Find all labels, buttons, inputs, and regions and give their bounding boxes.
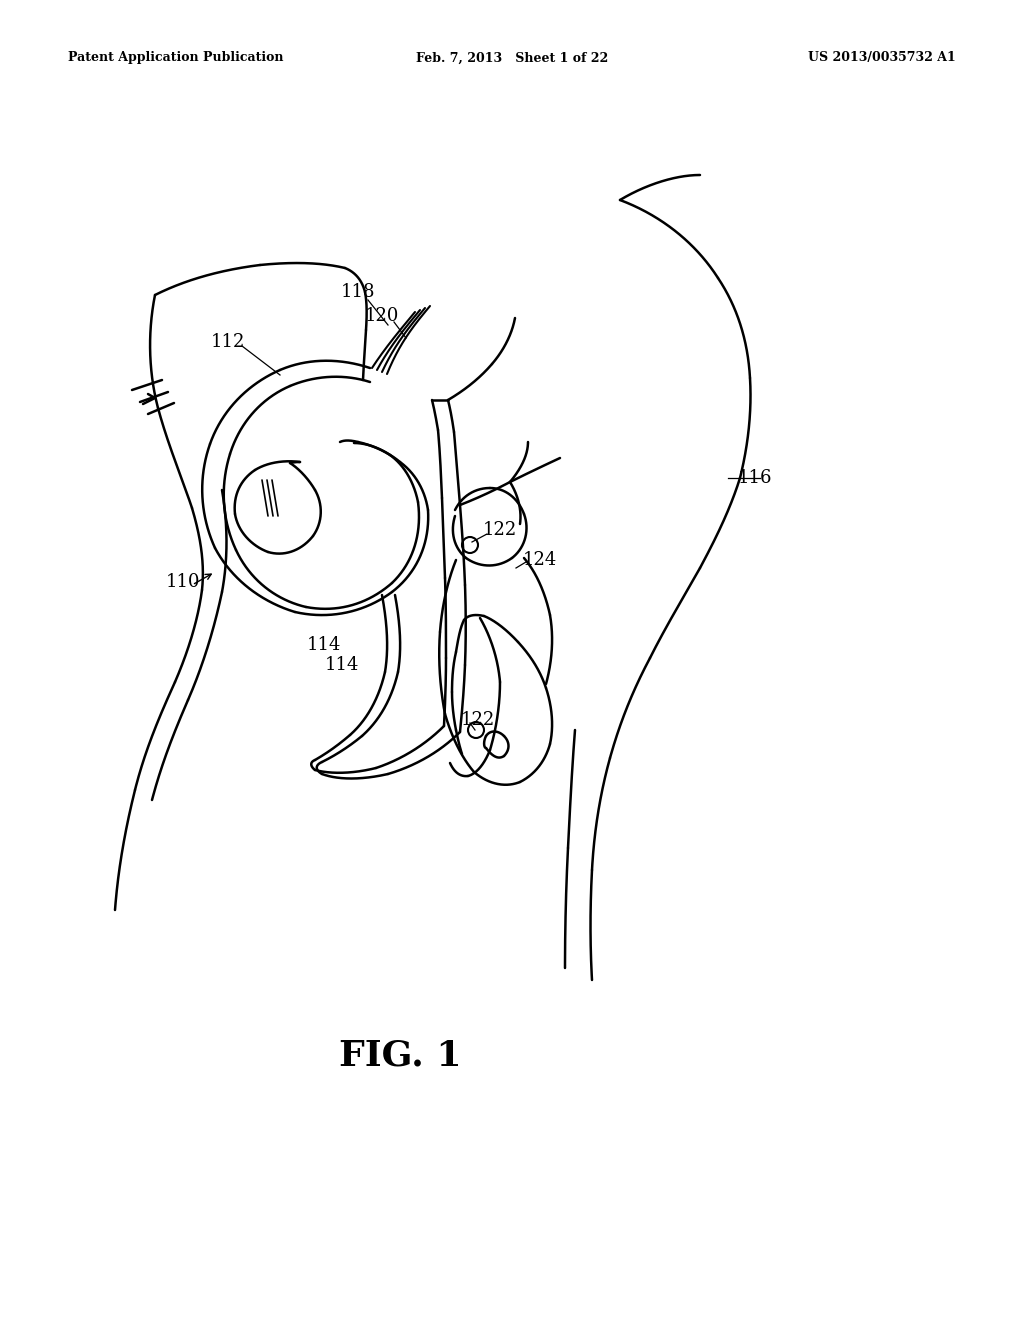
Text: 120: 120	[365, 308, 399, 325]
Text: 118: 118	[341, 282, 375, 301]
Text: Feb. 7, 2013   Sheet 1 of 22: Feb. 7, 2013 Sheet 1 of 22	[416, 51, 608, 65]
Text: 116: 116	[737, 469, 772, 487]
Text: 122: 122	[483, 521, 517, 539]
Text: FIG. 1: FIG. 1	[339, 1038, 462, 1072]
Text: 114: 114	[325, 656, 359, 675]
Text: 124: 124	[523, 550, 557, 569]
Text: 112: 112	[211, 333, 245, 351]
Text: 114: 114	[307, 636, 341, 653]
Text: US 2013/0035732 A1: US 2013/0035732 A1	[808, 51, 956, 65]
Text: Patent Application Publication: Patent Application Publication	[68, 51, 284, 65]
Text: 122: 122	[461, 711, 496, 729]
Text: 110: 110	[166, 573, 201, 591]
